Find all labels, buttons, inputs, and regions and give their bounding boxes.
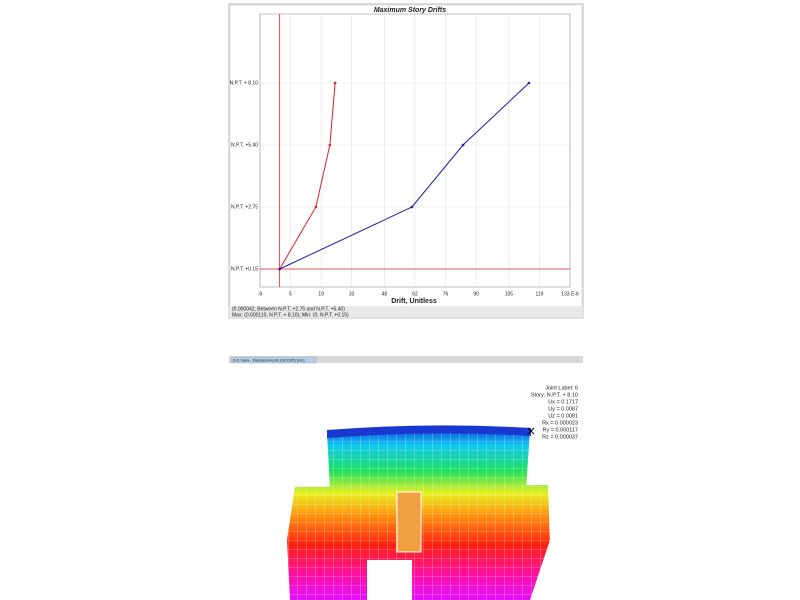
- joint-info-line: Joint Label: 6: [545, 385, 578, 391]
- y-tick-label: N.P.T. +0.15: [231, 266, 258, 272]
- x-tick-label: 90: [473, 291, 479, 297]
- series-line: [279, 82, 336, 270]
- x-tick-label: 19: [318, 291, 324, 297]
- plot-frame: [259, 13, 571, 288]
- tab-bar: [229, 356, 583, 363]
- data-point: [278, 267, 281, 271]
- joint-info-line: Story: N.P.T. + 8.10: [531, 392, 578, 398]
- status-bar: [229, 306, 583, 318]
- plot-background: [231, 6, 581, 306]
- joint-info-line: Rx = 0.000023: [542, 420, 578, 426]
- x-tick-label: 133 E-6: [561, 291, 579, 297]
- x-tick-label: 62: [412, 291, 418, 297]
- chart: -9 5 19 33 48 62 76 90 105 119 133 E-6 N.P.T. +0.15…: [230, 13, 579, 297]
- joint-info-line: Rz = 0.000037: [542, 434, 578, 440]
- y-tick-label: N.P.T. + 8.10: [230, 80, 259, 86]
- data-point: [314, 205, 318, 209]
- y-tick-label: N.P.T. +2.75: [231, 204, 258, 210]
- series-line: [279, 82, 530, 270]
- x-tick-label: 105: [505, 291, 514, 297]
- data-point: [328, 143, 332, 147]
- x-tick-label: 5: [289, 291, 292, 297]
- joint-info-line: Uz = 0.0081: [548, 413, 578, 419]
- x-axis-label: Drift, Unitless: [391, 298, 437, 305]
- y-tick-label: N.P.T. +5.40: [231, 142, 258, 148]
- chart-title: Maximum Story Drifts: [374, 7, 446, 14]
- x-tick-label: 76: [443, 291, 449, 297]
- view-tab[interactable]: [230, 356, 317, 364]
- building-model: [287, 425, 550, 600]
- x-tick-label: 48: [382, 291, 388, 297]
- data-point: [461, 143, 465, 147]
- data-point: [410, 205, 414, 209]
- view-tab-label: 3-D View - Displacements (Ss Drift) [cm]: [233, 358, 305, 363]
- x-tick-label: 119: [535, 291, 543, 297]
- joint-info-line: Uy = 0.0087: [548, 406, 578, 412]
- joint-info-line: Ry = 0.000117: [542, 427, 578, 433]
- joint-info-line: Ux = 0.1717: [548, 399, 578, 405]
- x-tick-label: 33: [349, 291, 355, 297]
- status-text: (0.000042, Between N.P.T. +2.75 and N.P.…: [232, 306, 345, 312]
- x-tick-label: -9: [258, 291, 263, 297]
- data-point: [333, 81, 337, 85]
- status-text: Max: (0.000110, N.P.T. + 8.10); Min: (0,…: [232, 312, 349, 318]
- data-point: [527, 81, 531, 85]
